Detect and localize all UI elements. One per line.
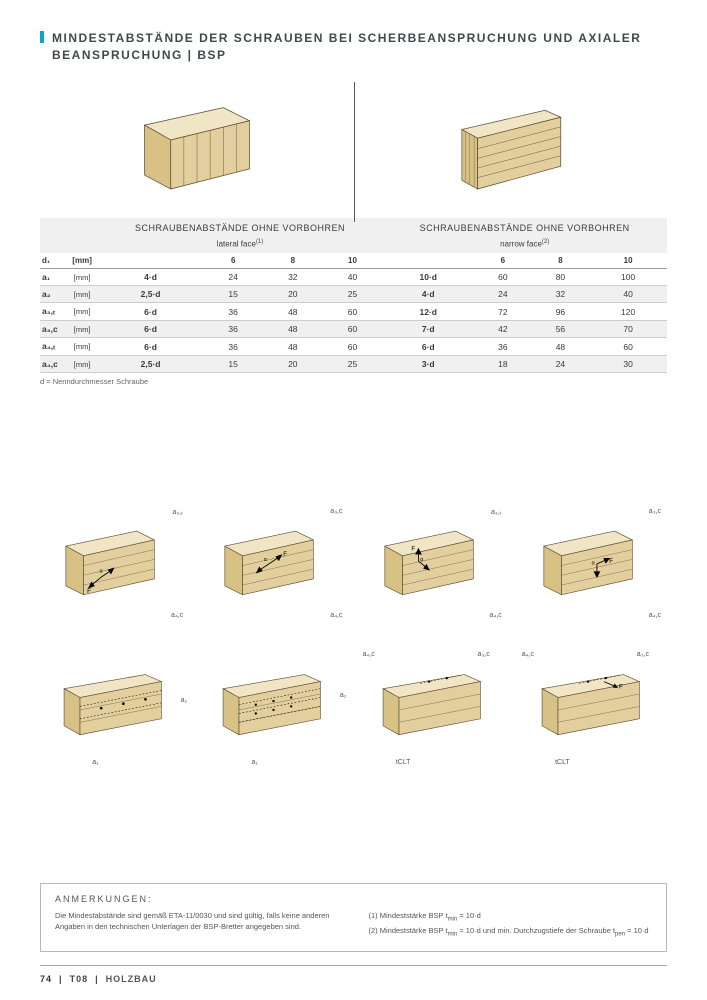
d1-unit: [mm] bbox=[66, 253, 97, 269]
accent-bar bbox=[40, 31, 44, 43]
svg-text:F: F bbox=[87, 588, 91, 595]
svg-text:α: α bbox=[100, 569, 103, 575]
diag-r1-4: F α a₃,c a₄,c bbox=[518, 506, 667, 621]
table-group-right: SCHRAUBENABSTÄNDE OHNE VORBOHREN bbox=[382, 218, 667, 236]
svg-text:F: F bbox=[609, 558, 613, 565]
table-row: a₃,ₜ[mm]6·d36486012·d7296120 bbox=[40, 303, 667, 321]
d1-label: d₁ bbox=[40, 253, 66, 269]
svg-text:α: α bbox=[420, 557, 423, 563]
table-row: a₁[mm]4·d24324010·d6080100 bbox=[40, 269, 667, 286]
diag-r1-2: F α a₃,c a₄,c bbox=[199, 506, 348, 621]
diag-r2-2: a₁ a₂ bbox=[199, 651, 348, 766]
table-row: a₄,c[mm]2,5·d1520253·d182430 bbox=[40, 356, 667, 373]
notes-right: (1) Mindeststärke BSP tmin = 10·d (2) Mi… bbox=[369, 910, 653, 939]
top-panels bbox=[40, 82, 667, 212]
table-footnote: d = Nenndurchmesser Schraube bbox=[40, 377, 667, 386]
table-row: a₃,c[mm]6·d3648607·d425670 bbox=[40, 321, 667, 338]
vertical-divider bbox=[354, 82, 355, 222]
svg-text:α: α bbox=[591, 561, 594, 567]
notes-box: ANMERKUNGEN: Die Mindestabstände sind ge… bbox=[40, 883, 667, 952]
section-heading: MINDESTABSTÄNDE DER SCHRAUBEN BEI SCHERB… bbox=[40, 30, 667, 64]
panel-lateral bbox=[40, 82, 354, 212]
notes-left: Die Mindestabstände sind gemäß ETA-11/00… bbox=[55, 910, 339, 939]
distances-table: SCHRAUBENABSTÄNDE OHNE VORBOHREN SCHRAUB… bbox=[40, 218, 667, 374]
table-row: a₄,ₜ[mm]6·d3648606·d364860 bbox=[40, 338, 667, 356]
table-group-left: SCHRAUBENABSTÄNDE OHNE VORBOHREN bbox=[98, 218, 383, 236]
diag-r2-1: a₁ a₂ bbox=[40, 651, 189, 766]
panel-narrow bbox=[354, 82, 668, 212]
diagram-grid: F α a₃,ₜ a₄,c F α a₃,c a₄,c bbox=[40, 506, 667, 766]
svg-text:F: F bbox=[284, 551, 288, 558]
svg-text:F: F bbox=[411, 545, 415, 552]
page-title: MINDESTABSTÄNDE DER SCHRAUBEN BEI SCHERB… bbox=[52, 30, 667, 64]
page-footer: 74 | T08 | HOLZBAU bbox=[40, 974, 157, 984]
table-row: a₂[mm]2,5·d1520254·d243240 bbox=[40, 286, 667, 303]
diag-r1-1: F α a₃,ₜ a₄,c bbox=[40, 506, 189, 621]
diag-r2-4: F a₄,c a₃,c tCLT bbox=[518, 651, 667, 766]
table-sub-right: narrow face(2) bbox=[382, 236, 667, 254]
svg-text:α: α bbox=[264, 557, 267, 563]
diag-r1-3: F α a₃,ₜ a₄,c bbox=[359, 506, 508, 621]
svg-text:F: F bbox=[619, 684, 623, 691]
notes-heading: ANMERKUNGEN: bbox=[55, 894, 652, 904]
table-sub-left: lateral face(1) bbox=[98, 236, 383, 254]
diag-r2-3: a₄,c a₃,c tCLT bbox=[359, 651, 508, 766]
footer-rule bbox=[40, 965, 667, 966]
